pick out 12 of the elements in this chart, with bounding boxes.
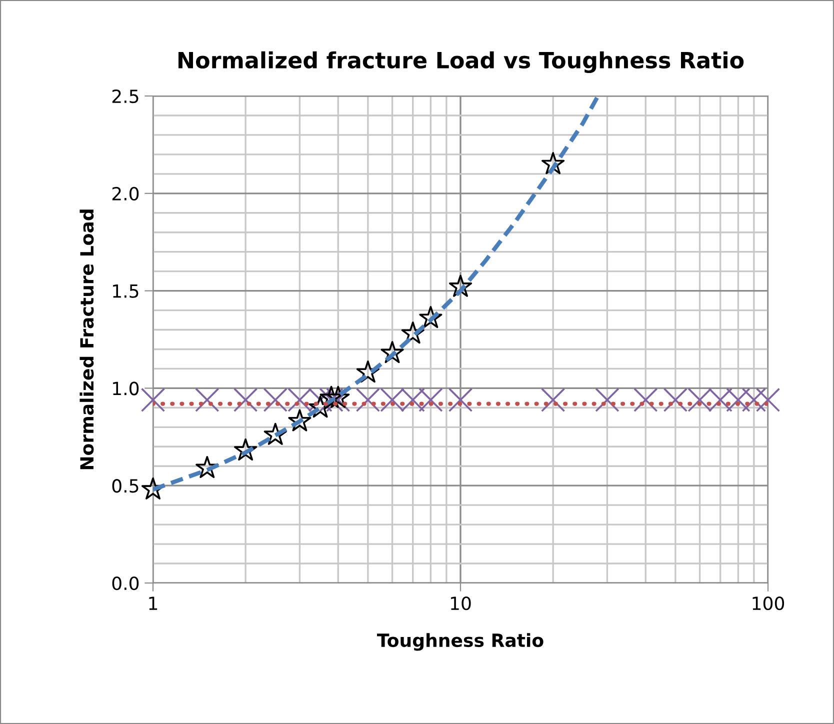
x-axis-title: Toughness Ratio [377, 633, 544, 651]
y-tick-label: 0.5 [112, 479, 138, 493]
y-tick-label: 2.5 [112, 89, 138, 104]
x-tick-label: 10 [450, 596, 471, 610]
y-tick-label: 2.0 [112, 186, 139, 201]
x-tick-label: 100 [752, 596, 784, 610]
y-axis-title: Normalized Fracture Load [80, 210, 94, 470]
y-tick-label: 0.0 [112, 576, 139, 590]
x-tick-label: 1 [149, 596, 158, 610]
chart-title: Normalized fracture Load vs Toughness Ratio [178, 51, 744, 74]
y-tick-label: 1.5 [113, 284, 138, 298]
y-tick-label: 1.0 [113, 382, 139, 396]
